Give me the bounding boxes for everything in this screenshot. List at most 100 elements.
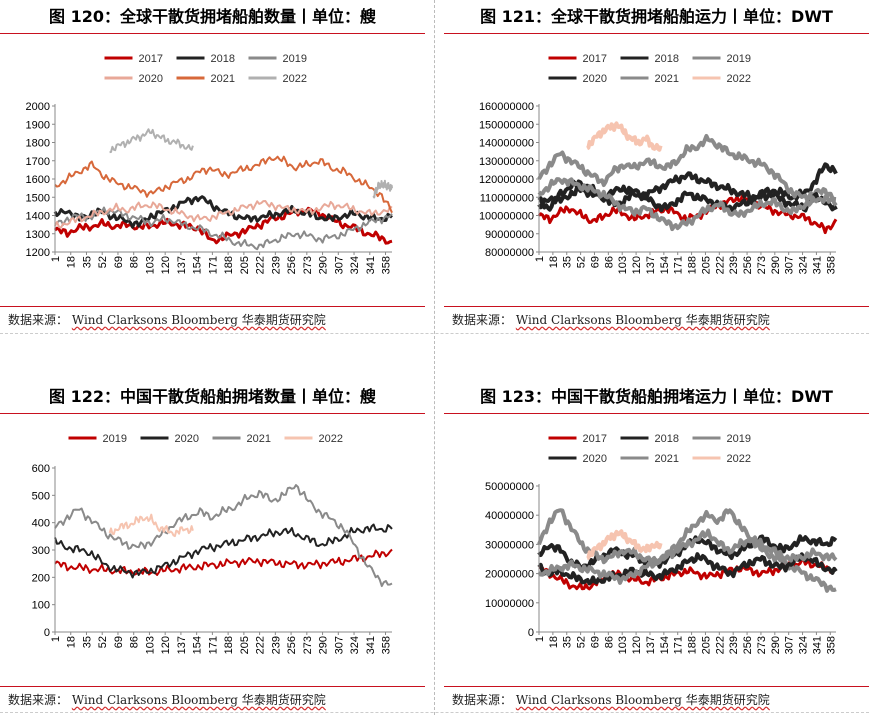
- y-tick-label: 10000000: [485, 598, 534, 610]
- panel-china-congestion-count: 图 122：中国干散货船舶拥堵数量丨单位：艘 2019 2020 2021 2022 0…: [0, 380, 425, 710]
- x-tick-label: 18: [66, 256, 78, 268]
- legend-label: 2020: [139, 73, 163, 85]
- x-tick-label: 137: [176, 256, 188, 274]
- x-tick-label: 103: [144, 636, 156, 654]
- y-tick-label: 1700: [26, 156, 50, 168]
- x-tick-label: 205: [239, 256, 251, 274]
- source-text: Wind Clarksons Bloomberg 华泰期货研究院: [515, 313, 770, 327]
- series-line-2018: [537, 162, 838, 210]
- series-line-2022: [586, 121, 663, 152]
- y-tick-label: 600: [32, 463, 50, 475]
- legend-item: 2022: [692, 73, 751, 85]
- legend-item: 2022: [692, 453, 751, 465]
- x-tick-label: 69: [589, 636, 601, 648]
- source-label: 数据来源：: [8, 313, 69, 327]
- x-tick-label: 205: [700, 636, 712, 654]
- series-line-2020: [54, 523, 393, 579]
- legend-item: 2022: [284, 433, 343, 445]
- source-text: Wind Clarksons Bloomberg 华泰期货研究院: [71, 693, 326, 707]
- x-tick-label: 256: [286, 636, 298, 654]
- legend-label: 2022: [319, 433, 343, 445]
- panel-divider-vertical: [434, 0, 435, 715]
- series-line-2022: [109, 128, 194, 154]
- series-line-2019: [54, 548, 393, 576]
- x-tick-label: 35: [562, 636, 574, 648]
- y-tick-label: 200: [32, 572, 50, 584]
- series-line-2017: [53, 206, 393, 245]
- x-tick-label: 103: [144, 256, 156, 274]
- source-note: 数据来源： Wind Clarksons Bloomberg 华泰期货研究院: [452, 691, 770, 708]
- series-line-2021: [537, 177, 838, 232]
- panel-title: 图 120：全球干散货拥堵船舶数量丨单位：艘: [49, 7, 376, 26]
- legend-item: 2017: [104, 53, 163, 65]
- y-tick-label: 110000000: [480, 192, 534, 204]
- x-tick-label: 154: [659, 636, 671, 654]
- series-line-2018: [53, 195, 393, 229]
- x-tick-label: 137: [176, 636, 188, 654]
- x-tick-label: 290: [318, 256, 330, 274]
- x-tick-label: 239: [270, 256, 282, 274]
- x-tick-label: 358: [381, 256, 393, 274]
- x-tick-label: 52: [97, 256, 109, 268]
- panel-china-congestion-dwt: 图 123：中国干散货船舶拥堵运力丨单位：DWT 2017 2018 2019 202…: [444, 380, 869, 710]
- x-tick-label: 120: [631, 636, 643, 654]
- x-tick-label: 324: [798, 636, 810, 654]
- series-line-2019: [537, 508, 837, 593]
- x-tick-label: 86: [129, 256, 141, 268]
- legend-label: 2017: [583, 433, 607, 445]
- x-tick-label: 154: [192, 256, 204, 274]
- source-label: 数据来源：: [452, 313, 513, 327]
- x-tick-label: 290: [770, 636, 782, 654]
- x-tick-label: 120: [160, 636, 172, 654]
- chart-china-congestion-dwt: 2017 2018 2019 2020 2021 2022 0 10000000 2000000…: [485, 433, 838, 654]
- x-tick-label: 341: [365, 636, 377, 654]
- source-label: 数据来源：: [8, 693, 69, 707]
- x-tick-label: 35: [81, 636, 93, 648]
- x-tick-label: 120: [631, 256, 643, 274]
- x-tick-label: 256: [286, 256, 298, 274]
- panel-divider-bottom: [0, 712, 869, 713]
- y-tick-label: 1900: [26, 119, 50, 131]
- legend-item: 2018: [620, 53, 679, 65]
- x-tick-label: 137: [645, 636, 657, 654]
- legend-label: 2021: [247, 433, 271, 445]
- x-tick-label: 307: [784, 636, 796, 654]
- x-tick-label: 239: [728, 636, 740, 654]
- panel-title: 图 122：中国干散货船舶拥堵数量丨单位：艘: [49, 387, 376, 406]
- x-tick-label: 154: [659, 256, 671, 274]
- legend-item: 2018: [620, 433, 679, 445]
- x-tick-label: 86: [603, 636, 615, 648]
- chart-global-congestion-dwt: 2017 2018 2019 2020 2021 2022 80000000 90000000…: [479, 53, 838, 274]
- x-tick-label: 171: [673, 256, 685, 274]
- y-tick-label: 400: [32, 518, 50, 530]
- source-rule: [0, 686, 425, 687]
- x-tick-label: 52: [576, 256, 588, 268]
- x-tick-label: 1: [534, 636, 546, 642]
- y-tick-label: 130000000: [479, 156, 534, 168]
- series-line-2020: [537, 552, 838, 586]
- x-tick-label: 239: [728, 256, 740, 274]
- x-tick-label: 18: [548, 636, 560, 648]
- y-tick-label: 50000000: [485, 481, 534, 493]
- x-tick-label: 222: [255, 256, 267, 274]
- x-tick-label: 222: [714, 256, 726, 274]
- y-tick-label: 80000000: [485, 247, 534, 259]
- x-tick-label: 171: [207, 256, 219, 274]
- legend-label: 2022: [727, 453, 751, 465]
- x-tick-label: 307: [784, 256, 796, 274]
- legend-label: 2020: [583, 73, 607, 85]
- legend-item: 2017: [548, 433, 607, 445]
- x-tick-label: 205: [700, 256, 712, 274]
- x-tick-label: 205: [239, 636, 251, 654]
- series-line-2021: [54, 484, 393, 588]
- title-rule: [444, 413, 869, 414]
- y-tick-label: 120000000: [479, 174, 534, 186]
- legend-item: 2021: [176, 73, 235, 85]
- legend-item: 2019: [692, 53, 751, 65]
- x-tick-label: 1: [50, 256, 62, 262]
- x-tick-label: 188: [687, 636, 699, 654]
- legend-label: 2021: [655, 73, 679, 85]
- x-tick-label: 307: [333, 256, 345, 274]
- legend-item: 2021: [212, 433, 271, 445]
